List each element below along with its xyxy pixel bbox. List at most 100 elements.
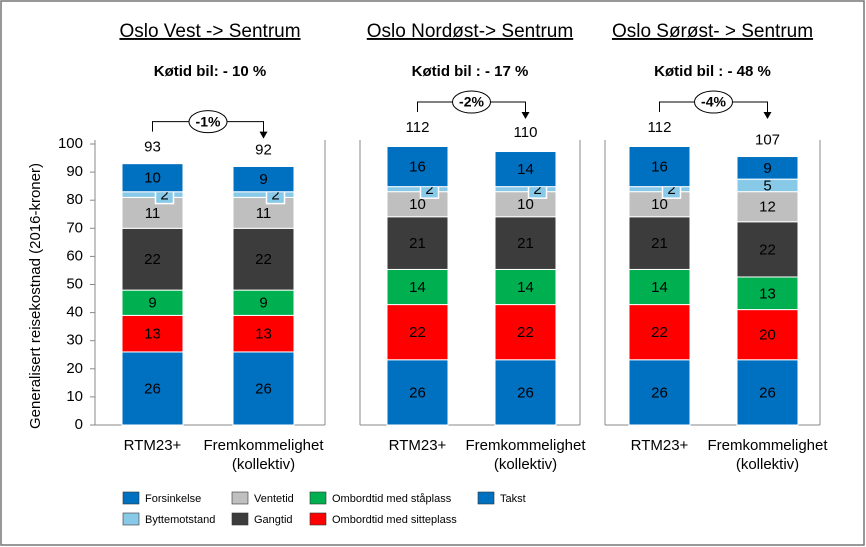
value-label: 14 bbox=[409, 279, 426, 296]
bar-segment bbox=[386, 268, 449, 306]
panel-title: Oslo Nordøst-> Sentrum bbox=[367, 21, 573, 42]
x-tick-label: RTM23+ bbox=[123, 437, 182, 454]
arrow-head bbox=[763, 112, 772, 119]
legend-swatch bbox=[477, 491, 495, 505]
panel-subtitle: Køtid bil : - 48 % bbox=[654, 63, 771, 80]
value-label: 22 bbox=[759, 241, 776, 258]
arrow-head bbox=[521, 112, 530, 119]
value-label: 2 bbox=[271, 187, 279, 204]
bar-segment bbox=[628, 359, 691, 426]
y-tick-label: 100 bbox=[58, 135, 83, 152]
x-tick-label: Fremkommelighet (kollektiv) bbox=[465, 437, 586, 473]
panel-title: Oslo Vest -> Sentrum bbox=[119, 21, 300, 42]
value-label: 5 bbox=[763, 177, 771, 194]
y-tick-label: 20 bbox=[66, 360, 83, 377]
total-label: 92 bbox=[255, 141, 272, 158]
value-label: 16 bbox=[409, 159, 426, 176]
value-label: 14 bbox=[517, 161, 534, 178]
legend-swatch bbox=[231, 491, 249, 505]
value-label: 11 bbox=[256, 205, 272, 222]
value-label: 14 bbox=[651, 279, 668, 296]
legend-label: Byttemotstand bbox=[145, 514, 215, 526]
legend-label: Forsinkelse bbox=[145, 493, 201, 505]
y-tick-label: 30 bbox=[66, 332, 83, 349]
value-label: 22 bbox=[255, 251, 272, 268]
value-label: 26 bbox=[517, 384, 534, 401]
bar-segment bbox=[628, 216, 691, 270]
bar-segment bbox=[628, 304, 691, 361]
change-label: -2% bbox=[459, 94, 484, 110]
total-label: 112 bbox=[406, 119, 430, 136]
legend-label: Ventetid bbox=[254, 493, 294, 505]
value-label: 21 bbox=[409, 235, 426, 252]
x-tick-label: RTM23+ bbox=[630, 437, 689, 454]
value-label: 26 bbox=[651, 384, 668, 401]
value-label: 21 bbox=[517, 235, 534, 252]
value-label: 10 bbox=[651, 196, 668, 213]
value-label: 26 bbox=[409, 384, 426, 401]
bar-segment bbox=[494, 151, 557, 188]
bar-segment bbox=[494, 216, 557, 270]
bar-segment bbox=[736, 156, 799, 180]
value-label: 22 bbox=[517, 324, 534, 341]
bar-segment bbox=[121, 351, 184, 426]
y-tick-label: 0 bbox=[75, 416, 83, 433]
value-label: 10 bbox=[409, 196, 426, 213]
value-label: 2 bbox=[667, 181, 675, 198]
legend-swatch bbox=[122, 491, 140, 505]
bar-segment bbox=[628, 146, 691, 188]
bar-segment bbox=[121, 227, 184, 291]
value-label: 26 bbox=[144, 380, 161, 397]
panel-title: Oslo Sørøst- > Sentrum bbox=[612, 21, 813, 42]
change-label: -1% bbox=[196, 113, 221, 129]
change-oval bbox=[694, 90, 733, 114]
total-label: 112 bbox=[648, 119, 672, 136]
value-label: 22 bbox=[651, 324, 668, 341]
x-tick-label: Fremkommelighet (kollektiv) bbox=[203, 437, 324, 473]
value-label: 22 bbox=[144, 251, 161, 268]
y-tick-label: 40 bbox=[66, 304, 83, 321]
legend-swatch bbox=[309, 491, 327, 505]
bar-segment bbox=[121, 163, 184, 193]
value-label: 2 bbox=[533, 181, 541, 198]
change-label: -4% bbox=[701, 94, 726, 110]
bar-segment bbox=[232, 227, 295, 291]
x-tick-label: RTM23+ bbox=[388, 437, 447, 454]
x-tick-label: Fremkommelighet (kollektiv) bbox=[707, 437, 828, 473]
value-label: 9 bbox=[763, 160, 771, 177]
value-label: 12 bbox=[759, 199, 776, 216]
y-tick-label: 90 bbox=[66, 163, 83, 180]
bar-segment bbox=[232, 289, 295, 316]
value-label: 13 bbox=[759, 285, 776, 302]
arrow-head bbox=[259, 131, 268, 139]
value-label: 10 bbox=[517, 196, 534, 213]
bar-segment bbox=[736, 309, 799, 361]
bar-segment bbox=[121, 289, 184, 316]
change-oval bbox=[452, 90, 491, 114]
legend-label: Ombordtid med sitteplass bbox=[332, 514, 457, 526]
y-tick-label: 60 bbox=[66, 247, 83, 264]
bar-segment bbox=[736, 276, 799, 311]
bar-segment bbox=[494, 359, 557, 426]
bar-segment bbox=[121, 314, 184, 353]
legend-label: Takst bbox=[500, 493, 526, 505]
total-label: 107 bbox=[755, 132, 780, 149]
value-label: 9 bbox=[148, 295, 156, 312]
value-label: 21 bbox=[651, 235, 668, 252]
panel-subtitle: Køtid bil : - 17 % bbox=[412, 63, 529, 80]
y-tick-label: 80 bbox=[66, 191, 83, 208]
legend-label: Gangtid bbox=[254, 514, 293, 526]
bar-segment bbox=[386, 359, 449, 426]
value-label: 16 bbox=[651, 159, 668, 176]
value-label: 11 bbox=[145, 205, 161, 222]
value-label: 9 bbox=[259, 295, 267, 312]
value-label: 13 bbox=[255, 326, 272, 343]
total-label: 93 bbox=[144, 139, 161, 156]
value-label: 9 bbox=[259, 171, 267, 188]
bar-segment bbox=[736, 359, 799, 426]
value-label: 26 bbox=[255, 380, 272, 397]
total-label: 110 bbox=[514, 124, 538, 141]
value-label: 14 bbox=[517, 279, 534, 296]
